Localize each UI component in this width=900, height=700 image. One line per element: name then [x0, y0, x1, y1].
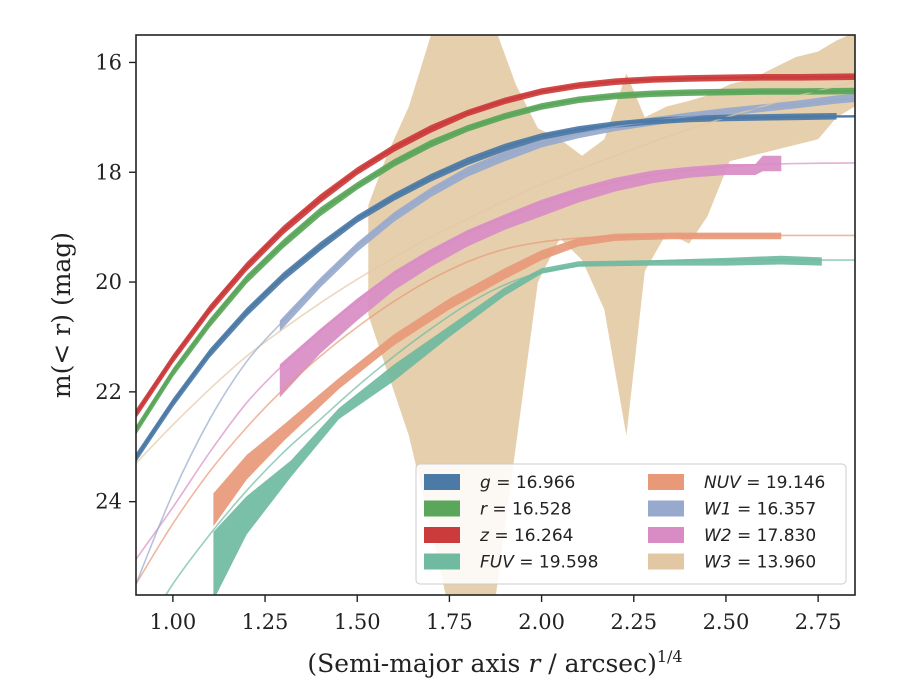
legend-swatch-w1 — [648, 500, 684, 517]
x-axis-label: (Semi-major axis r / arcsec)1/4 — [307, 647, 682, 678]
legend-swatch-fuv — [424, 553, 460, 570]
x-tick-label: 2.25 — [610, 610, 657, 634]
legend-box — [415, 463, 847, 585]
y-axis-ticks: 16 18 20 22 24 — [95, 50, 136, 514]
x-tick-label: 1.50 — [334, 610, 381, 634]
plot-frame — [135, 34, 856, 596]
legend-entry-g: g = 16.966 — [480, 473, 575, 493]
y-tick-label: 22 — [95, 380, 122, 404]
x-tick-label: 2.75 — [795, 610, 842, 634]
legend-entry-w2: W2 = 17.830 — [704, 526, 816, 546]
legend-entry-r: r = 16.528 — [480, 500, 572, 520]
x-tick-label: 1.00 — [149, 610, 196, 634]
legend-swatch-z — [424, 527, 460, 543]
legend-entry-z: z = 16.264 — [479, 526, 573, 546]
legend-entry-fuv: FUV = 19.598 — [480, 553, 598, 573]
legend-entry-nuv: NUV = 19.146 — [704, 473, 825, 493]
model-w2 — [136, 162, 855, 560]
x-tick-label: 1.25 — [242, 610, 289, 634]
model-nuv — [136, 234, 855, 585]
legend: g = 16.966 r = 16.528 z = 16.264 FUV = 19.5… — [415, 463, 847, 585]
legend-swatch-r — [424, 500, 460, 517]
y-axis-label: m(< r) (mag) — [47, 232, 76, 398]
model-curves — [136, 75, 855, 595]
x-tick-label: 2.00 — [518, 610, 565, 634]
legend-entry-w1: W1 = 16.357 — [704, 500, 816, 520]
band-g — [136, 113, 837, 463]
x-tick-label: 1.75 — [426, 610, 473, 634]
y-tick-label: 20 — [95, 270, 122, 294]
model-w1 — [136, 97, 855, 585]
band-w1 — [279, 93, 855, 332]
y-tick-label: 18 — [95, 160, 122, 184]
legend-swatch-w2 — [648, 527, 684, 543]
x-tick-label: 2.50 — [703, 610, 750, 634]
x-axis-ticks: 1.00 1.25 1.50 1.75 2.00 2.25 2.50 2.75 — [149, 595, 842, 634]
legend-swatch-g — [424, 474, 460, 490]
legend-swatch-w3 — [648, 553, 684, 570]
model-fuv — [164, 259, 855, 595]
band-w3 — [368, 35, 855, 595]
legend-entry-w3: W3 = 13.960 — [704, 553, 816, 573]
model-g — [136, 115, 855, 459]
model-z — [136, 75, 855, 415]
y-tick-label: 24 — [95, 490, 122, 514]
y-tick-label: 16 — [95, 50, 122, 74]
uncertainty-bands — [136, 35, 855, 595]
legend-swatch-nuv — [648, 474, 684, 490]
model-r — [136, 89, 855, 431]
